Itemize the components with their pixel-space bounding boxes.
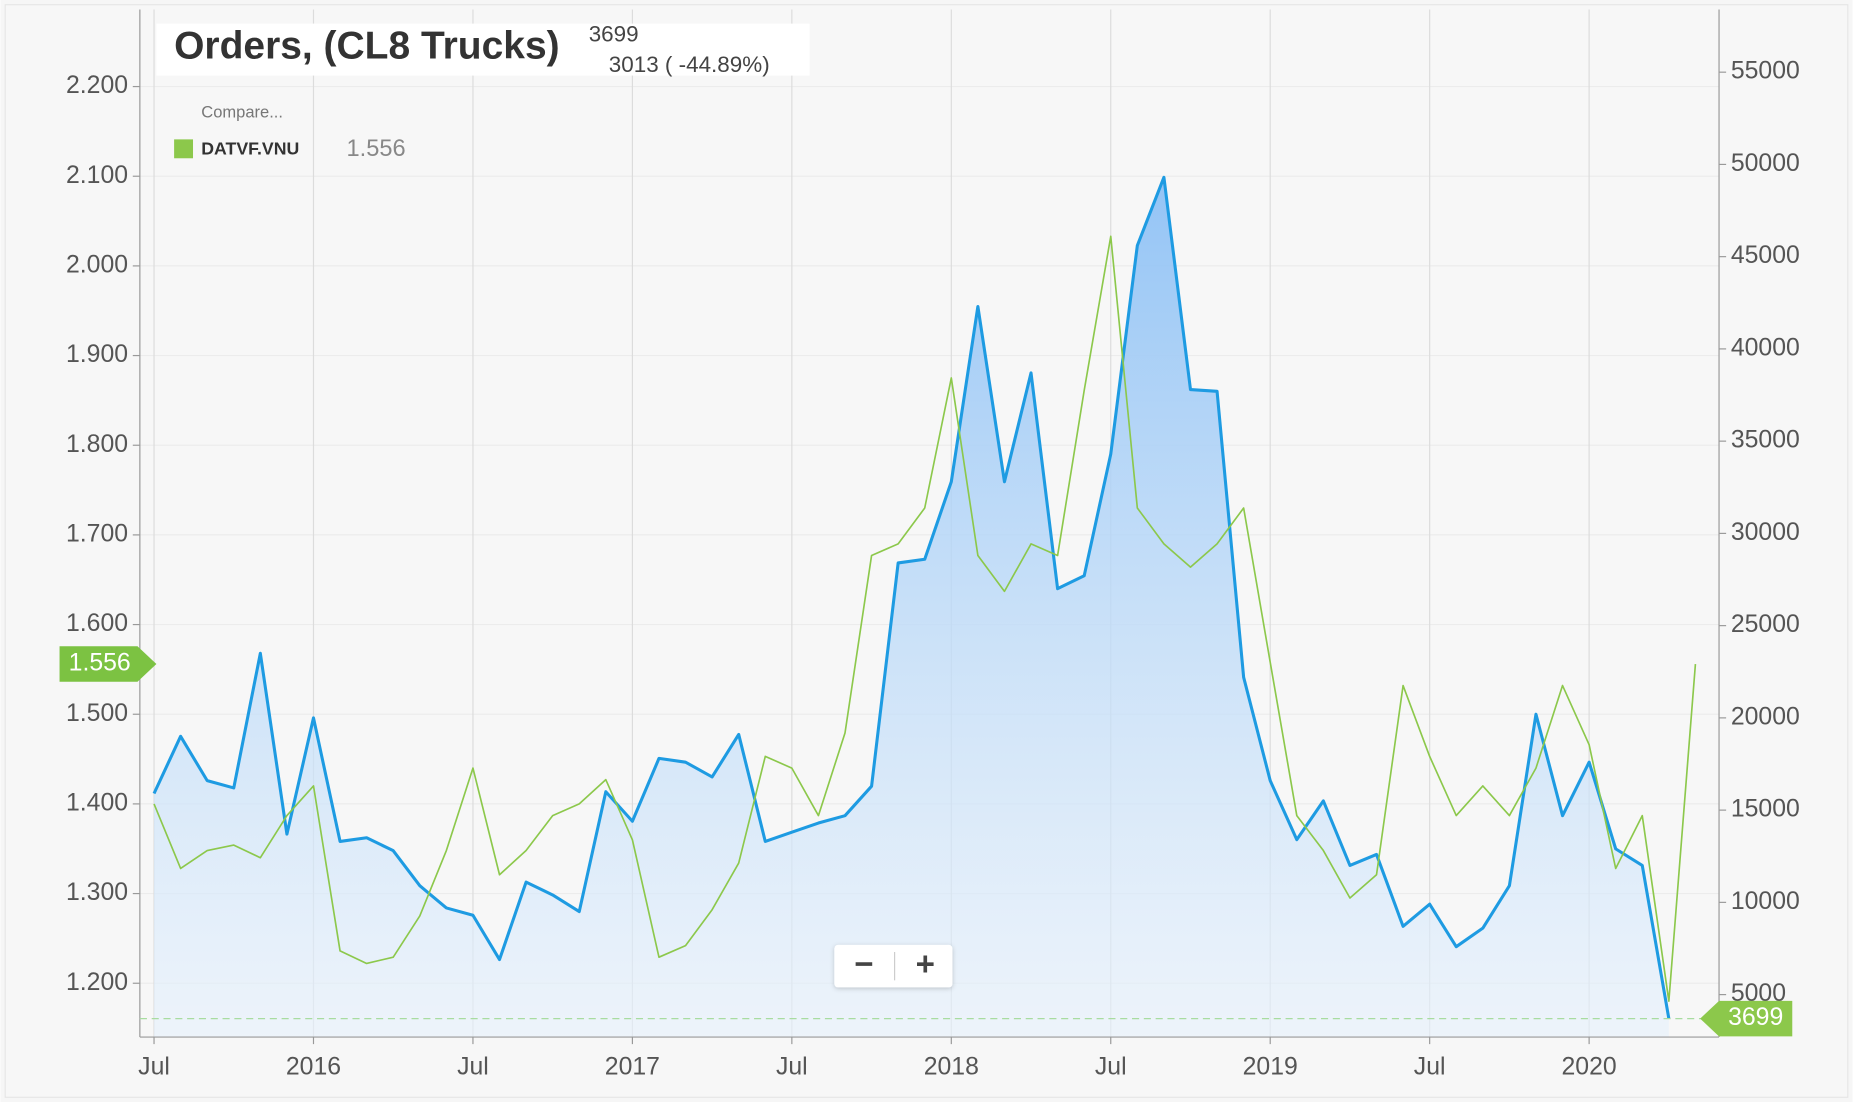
y-tick-label: 1.300 xyxy=(66,879,128,906)
last-value: 3699 xyxy=(589,21,639,46)
y2-tick-label: 35000 xyxy=(1731,427,1800,454)
y-tick-label: 1.600 xyxy=(66,610,128,637)
x-tick-label: Jul xyxy=(138,1053,170,1080)
zoom-in[interactable]: + xyxy=(916,946,935,983)
y-tick-label: 1.700 xyxy=(66,520,128,547)
legend-label[interactable]: DATVF.VNU xyxy=(201,139,299,159)
chart-title: Orders, (CL8 Trucks) xyxy=(174,25,559,68)
line xyxy=(152,175,1671,1019)
y-tick-label: 1.900 xyxy=(66,341,128,368)
last-value-badge-label: 1.556 xyxy=(69,650,131,677)
line xyxy=(153,235,1697,1002)
compare-label[interactable]: Compare... xyxy=(201,103,283,122)
y-tick-label: 2.000 xyxy=(66,251,128,278)
y2-tick-label: 45000 xyxy=(1731,242,1800,269)
grid-layer xyxy=(139,9,1720,1038)
y-tick-label: 2.200 xyxy=(66,72,128,99)
zoom-box xyxy=(834,944,953,988)
y2-tick-label: 30000 xyxy=(1731,519,1800,546)
y2-tick-label: 55000 xyxy=(1731,58,1800,85)
y2-tick-label: 50000 xyxy=(1731,150,1800,177)
x-tick-label: Jul xyxy=(1095,1053,1127,1080)
last-value-badge xyxy=(1700,1000,1793,1037)
x-tick-label: 2018 xyxy=(924,1053,979,1080)
y2-tick-label: 40000 xyxy=(1731,334,1800,361)
y2-tick-label: 15000 xyxy=(1731,796,1800,823)
x-tick-label: 2019 xyxy=(1243,1053,1298,1080)
zoom-out[interactable]: − xyxy=(854,946,873,983)
y-tick-label: 1.400 xyxy=(66,789,128,816)
x-tick-label: 2020 xyxy=(1562,1053,1617,1080)
y2-tick-label: 25000 xyxy=(1731,611,1800,638)
y2-tick-label: 10000 xyxy=(1731,888,1800,915)
x-tick-label: Jul xyxy=(776,1053,808,1080)
last-value-badge-label: 3699 xyxy=(1728,1004,1783,1031)
overlay-layer: Orders, (CL8 Trucks) 3699 3013 ( -44.89%… xyxy=(59,21,1793,1037)
legend-value: 1.556 xyxy=(347,136,406,162)
y-tick-label: 1.800 xyxy=(66,431,128,458)
legend-swatch xyxy=(174,139,194,159)
y-tick-label: 1.200 xyxy=(66,969,128,996)
marks-layer xyxy=(152,175,1697,1038)
x-tick-label: 2017 xyxy=(605,1053,660,1080)
last-value-badge xyxy=(59,646,157,682)
title-box xyxy=(156,23,810,76)
y-tick-label: 1.500 xyxy=(66,700,128,727)
axes-layer: 1.200 1.300 1.400 1.500 1.600 1.700 1.800 1.900… xyxy=(66,9,1800,1080)
area xyxy=(154,177,1669,1038)
chart-subtitle: 3013 ( -44.89%) xyxy=(609,52,770,77)
x-tick-label: 2016 xyxy=(286,1053,341,1080)
x-tick-label: Jul xyxy=(457,1053,489,1080)
y2-tick-label: 20000 xyxy=(1731,703,1800,730)
y-tick-label: 2.100 xyxy=(66,162,128,189)
x-tick-label: Jul xyxy=(1414,1053,1446,1080)
